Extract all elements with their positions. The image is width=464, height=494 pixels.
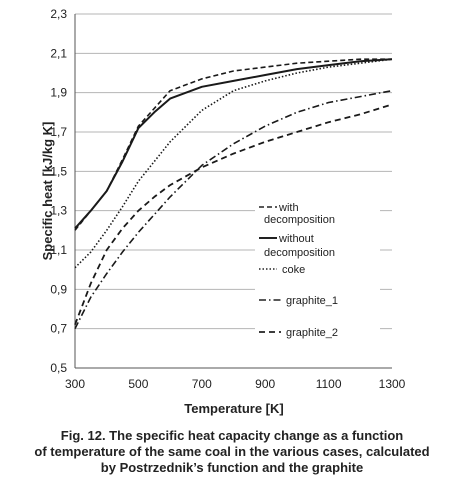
y-tick-label: 0,7 — [50, 322, 67, 336]
x-tick-label: 1100 — [316, 377, 342, 391]
legend-label-coke: coke — [282, 264, 305, 276]
x-tick-label: 900 — [255, 377, 275, 391]
series-line-without-decomposition — [74, 58, 393, 230]
figure-caption: Fig. 12. The specific heat capacity chan… — [0, 428, 464, 476]
y-tick-labels: 0,5 0,7 0,9 1,1 1,3 1,5 1,7 1,9 2,1 2,3 — [50, 7, 67, 375]
y-tick-label: 2,3 — [50, 7, 67, 21]
caption-line-3: by Postrzednik’s function and the graphi… — [100, 460, 364, 475]
legend-label-graphite-2: graphite_2 — [286, 327, 338, 339]
y-tick-label: 1,7 — [50, 125, 67, 139]
series-line-coke — [74, 58, 393, 269]
y-tick-label: 2,1 — [50, 46, 67, 60]
y-tick-label: 1,1 — [50, 243, 67, 257]
y-tick-label: 1,3 — [50, 204, 67, 218]
legend: with decomposition without decomposition… — [255, 196, 380, 346]
series-line-graphite-1 — [74, 89, 393, 330]
caption-line-2: of temperature of the same coal in the v… — [34, 444, 430, 459]
series-lines — [74, 58, 393, 330]
legend-label-graphite-1: graphite_1 — [286, 295, 338, 307]
y-tick-label: 0,9 — [50, 282, 67, 296]
x-tick-label: 700 — [192, 377, 212, 391]
series-line-graphite-2 — [74, 103, 393, 326]
legend-label-without-decomposition-1: without — [278, 233, 314, 245]
y-axis-title: Specific heat [kJ/kg K] — [40, 122, 55, 261]
gridlines — [75, 13, 392, 330]
x-tick-label: 500 — [128, 377, 148, 391]
x-tick-labels: 300 500 700 900 1100 1300 — [65, 377, 406, 391]
caption-line-1: Fig. 12. The specific heat capacity chan… — [60, 428, 404, 443]
x-tick-label: 1300 — [379, 377, 406, 391]
x-tick-label: 300 — [65, 377, 85, 391]
y-tick-label: 1,5 — [50, 164, 67, 178]
legend-label-with-decomposition-2: decomposition — [264, 214, 335, 226]
legend-label-with-decomposition-1: with — [278, 202, 299, 214]
y-tick-label: 1,9 — [50, 86, 67, 100]
specific-heat-chart: 0,5 0,7 0,9 1,1 1,3 1,5 1,7 1,9 2,1 2,3 300 500 700… — [40, 7, 406, 416]
x-axis-title: Temperature [K] — [184, 401, 283, 416]
plot-frame — [74, 14, 392, 369]
legend-label-without-decomposition-2: decomposition — [264, 247, 335, 259]
legend-box — [255, 196, 380, 346]
y-tick-label: 0,5 — [50, 361, 67, 375]
